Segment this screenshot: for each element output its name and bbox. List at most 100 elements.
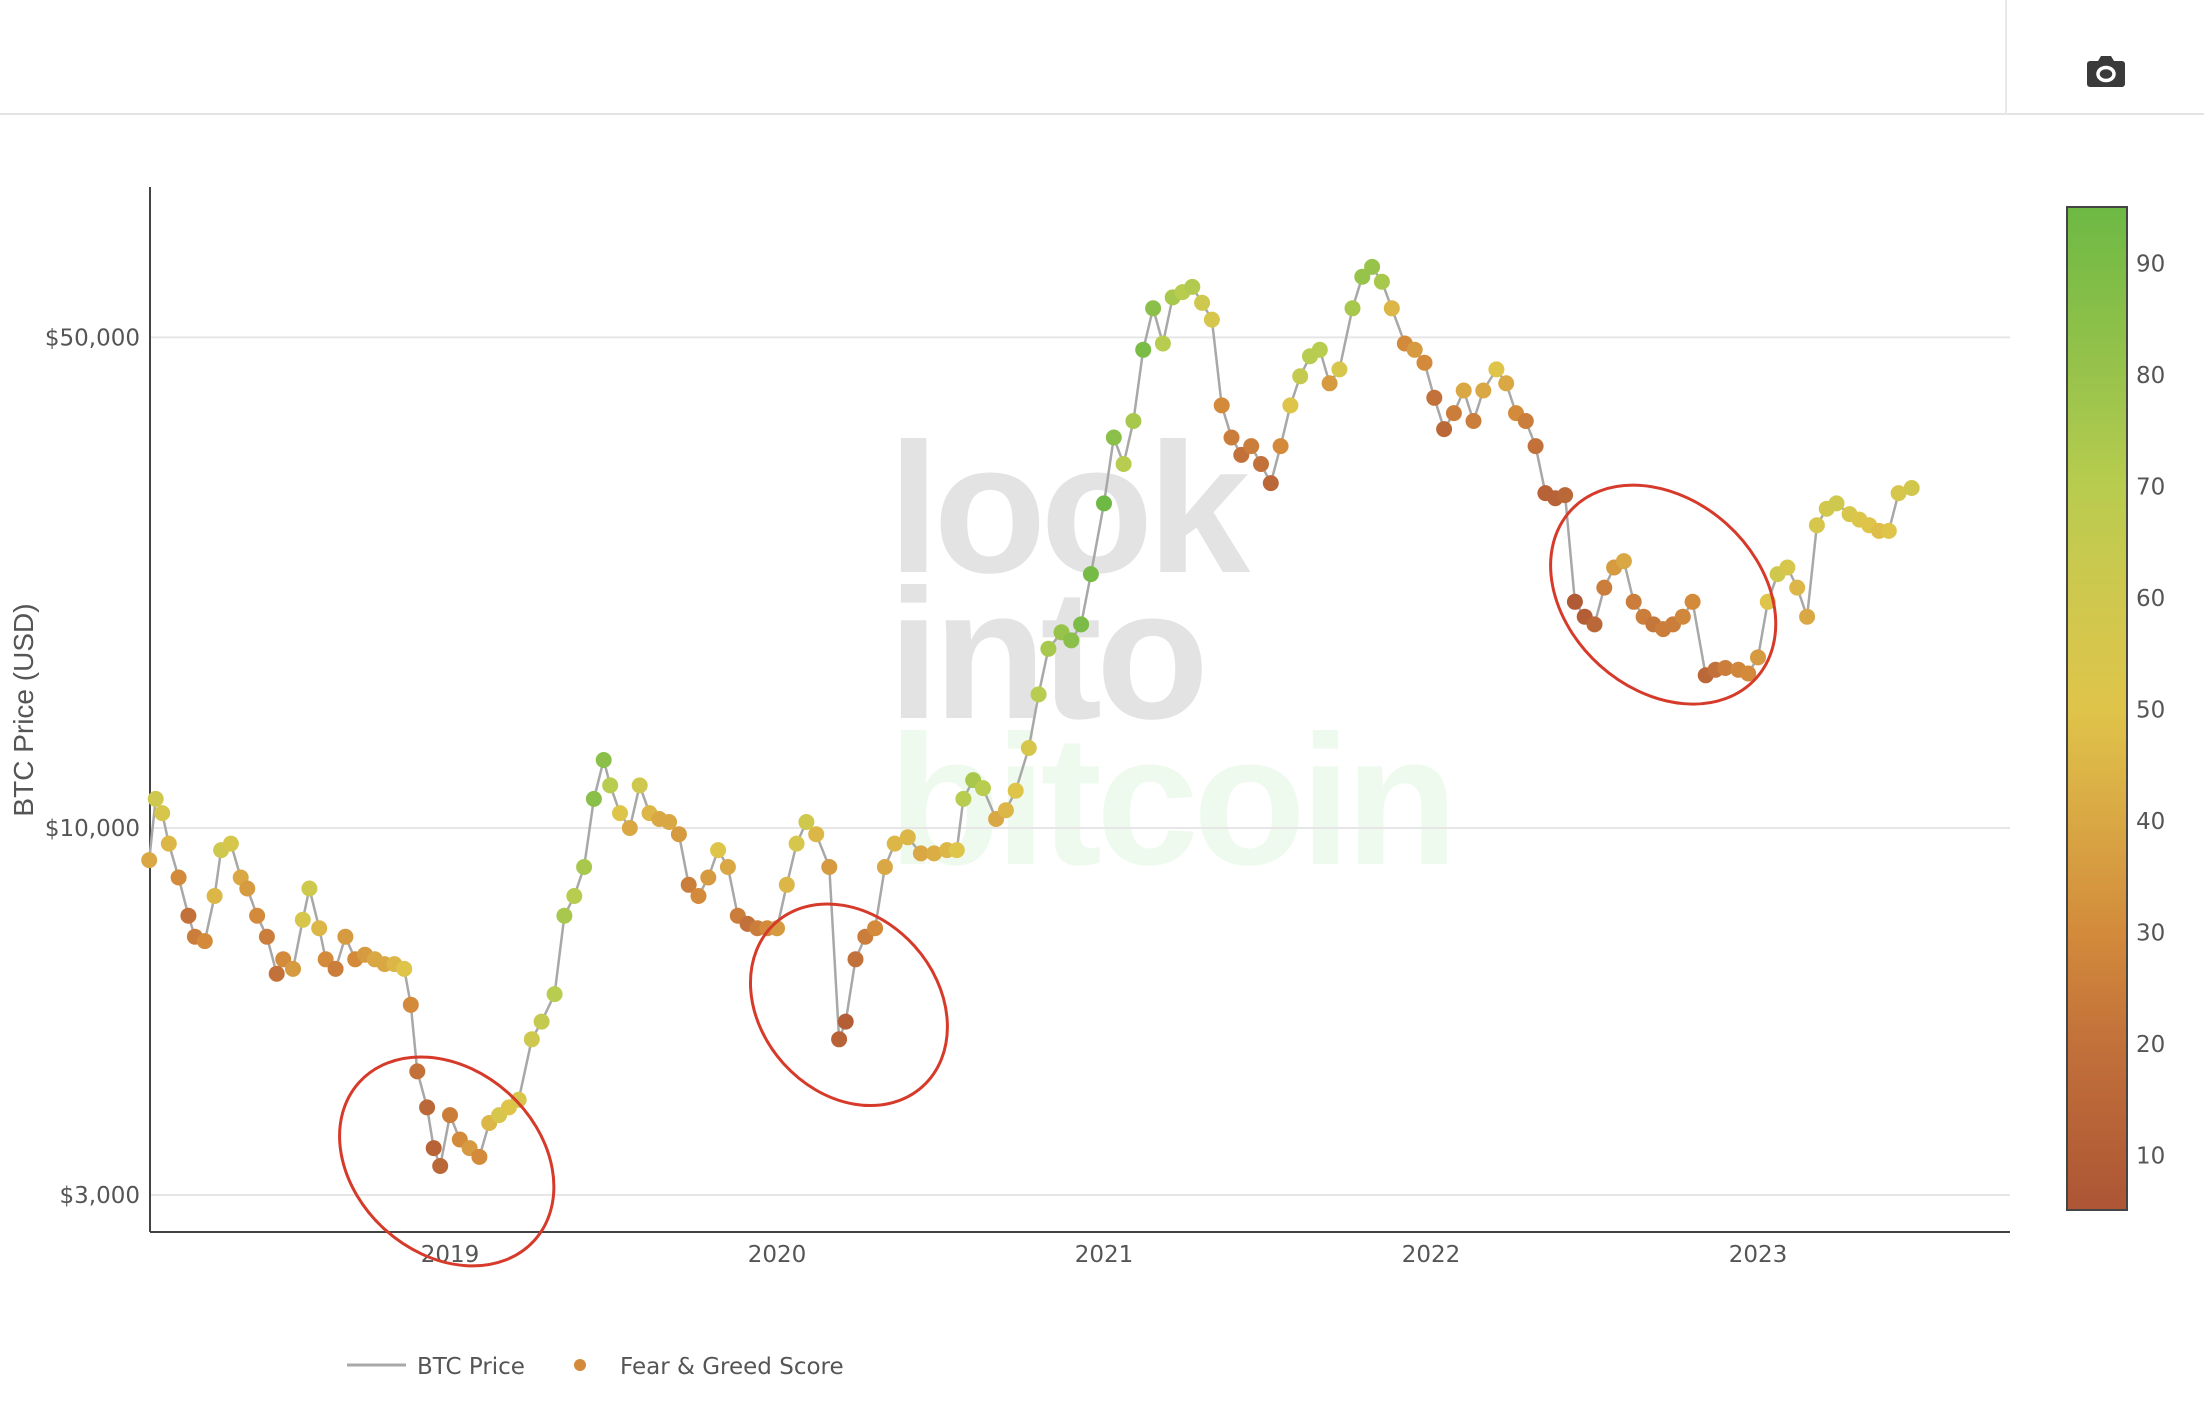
fear-greed-point[interactable] <box>1354 268 1371 285</box>
fear-greed-point[interactable] <box>808 826 825 843</box>
fear-greed-point[interactable] <box>1436 421 1453 438</box>
fear-greed-point[interactable] <box>402 996 419 1013</box>
fear-greed-point[interactable] <box>471 1148 488 1165</box>
fear-greed-point[interactable] <box>821 859 838 875</box>
fear-greed-point[interactable] <box>206 888 223 904</box>
fear-greed-point[interactable] <box>419 1099 436 1116</box>
fear-greed-point[interactable] <box>1406 341 1423 358</box>
fear-greed-point[interactable] <box>595 752 612 768</box>
fear-greed-point[interactable] <box>680 876 697 893</box>
fear-greed-point[interactable] <box>1625 593 1642 610</box>
fear-greed-point[interactable] <box>147 790 164 807</box>
fear-greed-point[interactable] <box>1243 438 1260 455</box>
fear-greed-point[interactable] <box>294 911 311 928</box>
fear-greed-point[interactable] <box>1145 300 1162 317</box>
fear-greed-point[interactable] <box>1115 456 1132 472</box>
camera-icon[interactable] <box>2086 55 2126 89</box>
fear-greed-point[interactable] <box>258 928 275 945</box>
fear-greed-point[interactable] <box>1262 475 1279 492</box>
fear-greed-point[interactable] <box>955 790 972 807</box>
legend-fear-greed[interactable]: Fear & Greed Score <box>620 1354 844 1380</box>
fear-greed-point[interactable] <box>409 1063 426 1080</box>
fear-greed-point[interactable] <box>1213 397 1230 414</box>
fear-greed-point[interactable] <box>867 920 884 937</box>
fear-greed-point[interactable] <box>1684 593 1701 610</box>
fear-greed-point[interactable] <box>690 888 707 904</box>
fear-greed-point[interactable] <box>1828 495 1845 512</box>
fear-greed-point[interactable] <box>847 951 864 968</box>
fear-greed-point[interactable] <box>1040 640 1057 657</box>
fear-greed-point[interactable] <box>1203 311 1220 328</box>
fear-greed-point[interactable] <box>1063 632 1080 649</box>
fear-greed-point[interactable] <box>1674 608 1691 625</box>
fear-greed-point[interactable] <box>670 826 687 843</box>
fear-greed-point[interactable] <box>700 869 717 886</box>
fear-greed-point[interactable] <box>1416 354 1433 371</box>
fear-greed-point[interactable] <box>1007 782 1024 799</box>
fear-greed-point[interactable] <box>337 928 354 945</box>
fear-greed-point[interactable] <box>1096 495 1112 512</box>
fear-greed-point[interactable] <box>710 842 727 859</box>
fear-greed-point[interactable] <box>1331 361 1348 378</box>
fear-greed-point[interactable] <box>432 1158 449 1174</box>
fear-greed-point[interactable] <box>275 951 292 968</box>
fear-greed-point[interactable] <box>1030 686 1047 703</box>
fear-greed-point[interactable] <box>798 814 815 830</box>
fear-greed-point[interactable] <box>1426 389 1443 406</box>
fear-greed-point[interactable] <box>1364 258 1381 275</box>
legend-btc-price[interactable]: BTC Price <box>417 1354 525 1380</box>
fear-greed-point[interactable] <box>170 869 187 886</box>
fear-greed-point[interactable] <box>1517 413 1534 429</box>
fear-greed-point[interactable] <box>602 777 619 794</box>
fear-greed-point[interactable] <box>1253 456 1269 472</box>
fear-greed-point[interactable] <box>1311 341 1328 358</box>
fear-greed-point[interactable] <box>1465 413 1482 429</box>
fear-greed-point[interactable] <box>1223 429 1240 446</box>
fear-greed-point[interactable] <box>180 907 197 924</box>
fear-greed-point[interactable] <box>1557 487 1574 504</box>
fear-greed-point[interactable] <box>1135 341 1152 358</box>
fear-greed-point[interactable] <box>912 845 929 862</box>
fear-greed-point[interactable] <box>997 802 1014 819</box>
fear-greed-point[interactable] <box>1272 438 1289 455</box>
fear-greed-point[interactable] <box>1194 294 1211 311</box>
fear-greed-point[interactable] <box>1717 660 1734 676</box>
fear-greed-point[interactable] <box>556 907 573 924</box>
fear-greed-point[interactable] <box>1808 517 1825 534</box>
fear-greed-point[interactable] <box>621 820 638 836</box>
fear-greed-point[interactable] <box>249 907 266 924</box>
fear-greed-point[interactable] <box>1527 438 1544 455</box>
fear-greed-point[interactable] <box>523 1031 540 1048</box>
fear-greed-point[interactable] <box>1383 300 1400 317</box>
fear-greed-point[interactable] <box>631 777 648 794</box>
fear-greed-point[interactable] <box>1105 429 1122 446</box>
fear-greed-point[interactable] <box>719 859 736 875</box>
fear-greed-point[interactable] <box>141 852 158 869</box>
fear-greed-point[interactable] <box>948 842 965 859</box>
fear-greed-point[interactable] <box>1282 397 1299 414</box>
fear-greed-point[interactable] <box>788 835 805 852</box>
fear-greed-point[interactable] <box>311 920 328 937</box>
fear-greed-point[interactable] <box>1125 413 1142 429</box>
fear-greed-point[interactable] <box>886 835 903 852</box>
fear-greed-point[interactable] <box>1073 616 1090 633</box>
fear-greed-point[interactable] <box>1455 382 1472 399</box>
fear-greed-point[interactable] <box>301 880 318 897</box>
fear-greed-point[interactable] <box>1750 649 1766 666</box>
fear-greed-point[interactable] <box>425 1140 442 1157</box>
fear-greed-point[interactable] <box>975 780 991 797</box>
fear-greed-point[interactable] <box>1344 300 1361 317</box>
fear-greed-point[interactable] <box>1779 559 1796 576</box>
fear-greed-point[interactable] <box>566 888 583 904</box>
fear-greed-point[interactable] <box>1321 375 1338 392</box>
fear-greed-point[interactable] <box>1020 740 1037 756</box>
fear-greed-point[interactable] <box>327 960 344 977</box>
fear-greed-point[interactable] <box>442 1107 458 1124</box>
fear-greed-point[interactable] <box>661 814 678 830</box>
fear-greed-point[interactable] <box>585 790 602 807</box>
fear-greed-point[interactable] <box>576 859 593 875</box>
fear-greed-point[interactable] <box>1799 608 1816 625</box>
fear-greed-point[interactable] <box>546 986 563 1003</box>
fear-greed-point[interactable] <box>1475 382 1492 399</box>
fear-greed-point[interactable] <box>831 1031 848 1048</box>
